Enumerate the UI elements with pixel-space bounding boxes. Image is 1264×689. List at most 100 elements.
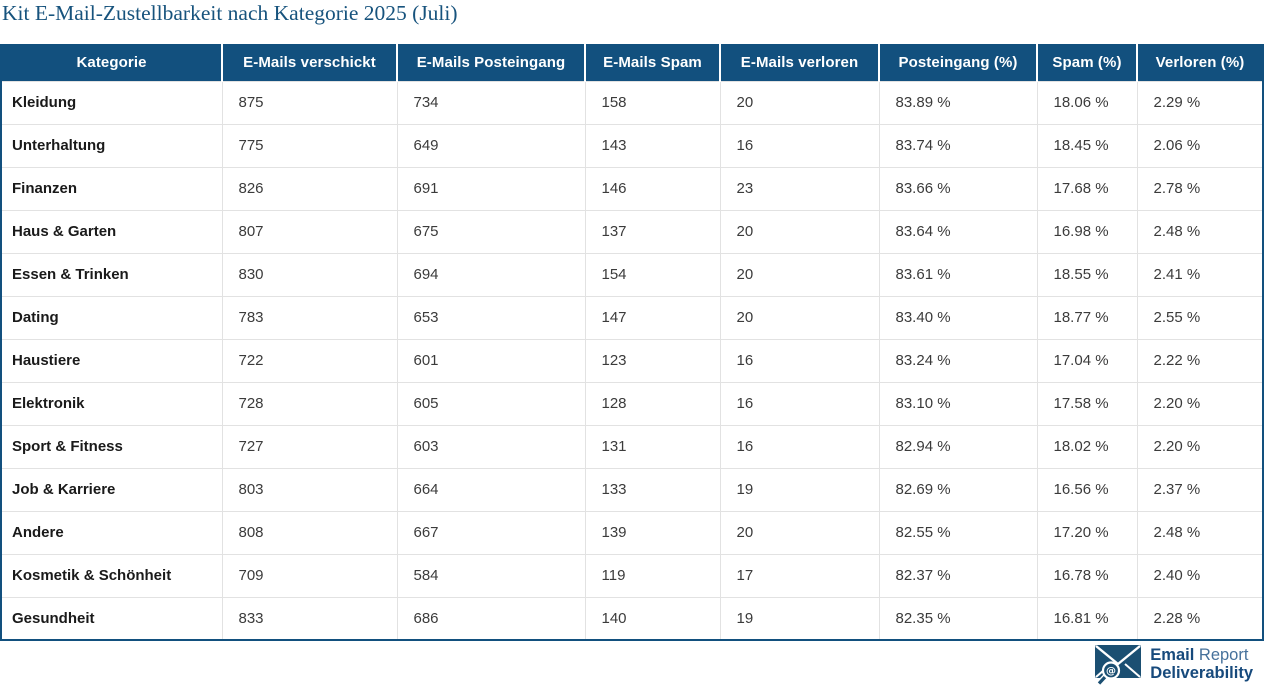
value-cell: 2.78 % <box>1136 166 1264 211</box>
value-cell: 2.22 % <box>1136 338 1264 383</box>
value-cell: 16.81 % <box>1036 596 1138 641</box>
value-cell: 709 <box>221 553 398 598</box>
value-cell: 833 <box>221 596 398 641</box>
table-row: Gesundheit 833 686 140 19 82.35 % 16.81 % 2.28 … <box>0 596 1264 641</box>
value-cell: 694 <box>396 252 586 297</box>
value-cell: 16 <box>719 338 880 383</box>
category-cell: Andere <box>0 510 223 555</box>
value-cell: 82.37 % <box>878 553 1038 598</box>
category-cell: Dating <box>0 295 223 340</box>
value-cell: 675 <box>396 209 586 254</box>
table-row: Haustiere 722 601 123 16 83.24 % 17.04 % 2.22 % <box>0 338 1264 383</box>
envelope-search-icon: @ <box>1095 645 1142 685</box>
category-cell: Haus & Garten <box>0 209 223 254</box>
value-cell: 826 <box>221 166 398 211</box>
value-cell: 20 <box>719 295 880 340</box>
value-cell: 18.45 % <box>1036 123 1138 168</box>
title-bar: Kit E-Mail-Zustellbarkeit nach Kategorie… <box>0 0 1264 44</box>
value-cell: 83.61 % <box>878 252 1038 297</box>
value-cell: 2.41 % <box>1136 252 1264 297</box>
column-header-3: E-Mails Spam <box>585 44 721 81</box>
value-cell: 803 <box>221 467 398 512</box>
table-row: Andere 808 667 139 20 82.55 % 17.20 % 2.48 % <box>0 510 1264 555</box>
value-cell: 664 <box>396 467 586 512</box>
table-row: Dating 783 653 147 20 83.40 % 18.77 % 2.55 % <box>0 295 1264 340</box>
value-cell: 2.06 % <box>1136 123 1264 168</box>
category-cell: Unterhaltung <box>0 123 223 168</box>
value-cell: 119 <box>584 553 721 598</box>
value-cell: 17.68 % <box>1036 166 1138 211</box>
deliverability-table: Kategorie E-Mails verschickt E-Mails Poste… <box>0 44 1264 641</box>
value-cell: 83.74 % <box>878 123 1038 168</box>
value-cell: 603 <box>396 424 586 469</box>
value-cell: 17.58 % <box>1036 381 1138 426</box>
table-header-row: Kategorie E-Mails verschickt E-Mails Poste… <box>1 44 1263 81</box>
column-header-2: E-Mails Posteingang <box>397 44 586 81</box>
value-cell: 133 <box>584 467 721 512</box>
category-cell: Elektronik <box>0 381 223 426</box>
logo-word-report: Report <box>1198 646 1249 665</box>
value-cell: 20 <box>719 252 880 297</box>
page-title: Kit E-Mail-Zustellbarkeit nach Kategorie… <box>2 1 458 25</box>
value-cell: 82.55 % <box>878 510 1038 555</box>
table-row: Haus & Garten 807 675 137 20 83.64 % 16.98 % 2.… <box>0 209 1264 254</box>
brand-logo: @ Email Report Deliverability <box>1093 644 1253 685</box>
logo-line-1: Email Report <box>1150 647 1253 664</box>
value-cell: 137 <box>584 209 721 254</box>
value-cell: 128 <box>584 381 721 426</box>
value-cell: 140 <box>584 596 721 641</box>
category-cell: Essen & Trinken <box>0 252 223 297</box>
value-cell: 20 <box>719 510 880 555</box>
category-cell: Sport & Fitness <box>0 424 223 469</box>
value-cell: 18.77 % <box>1036 295 1138 340</box>
value-cell: 17 <box>719 553 880 598</box>
value-cell: 16.78 % <box>1036 553 1138 598</box>
value-cell: 2.20 % <box>1136 424 1264 469</box>
table-row: Sport & Fitness 727 603 131 16 82.94 % 18.02 %… <box>0 424 1264 469</box>
category-cell: Kosmetik & Schönheit <box>0 553 223 598</box>
footer: @ Email Report Deliverability <box>0 641 1264 688</box>
value-cell: 16.98 % <box>1036 209 1138 254</box>
value-cell: 2.55 % <box>1136 295 1264 340</box>
table-row: Kosmetik & Schönheit 709 584 119 17 82.37 % 16… <box>0 553 1264 598</box>
table-row: Job & Karriere 803 664 133 19 82.69 % 16.56 % 2… <box>0 467 1264 512</box>
value-cell: 722 <box>221 338 398 383</box>
category-cell: Finanzen <box>0 166 223 211</box>
value-cell: 19 <box>719 596 880 641</box>
category-cell: Haustiere <box>0 338 223 383</box>
value-cell: 830 <box>221 252 398 297</box>
svg-text:@: @ <box>1106 666 1116 677</box>
value-cell: 83.24 % <box>878 338 1038 383</box>
value-cell: 783 <box>221 295 398 340</box>
value-cell: 83.10 % <box>878 381 1038 426</box>
value-cell: 734 <box>396 80 586 125</box>
value-cell: 18.55 % <box>1036 252 1138 297</box>
table-row: Kleidung 875 734 158 20 83.89 % 18.06 % 2.29 % <box>0 80 1264 125</box>
brand-logo-text: Email Report Deliverability <box>1150 647 1253 682</box>
logo-word-deliverability: Deliverability <box>1150 663 1253 682</box>
value-cell: 875 <box>221 80 398 125</box>
value-cell: 807 <box>221 209 398 254</box>
value-cell: 147 <box>584 295 721 340</box>
value-cell: 146 <box>584 166 721 211</box>
value-cell: 16.56 % <box>1036 467 1138 512</box>
column-header-6: Spam (%) <box>1037 44 1138 81</box>
value-cell: 83.64 % <box>878 209 1038 254</box>
value-cell: 83.89 % <box>878 80 1038 125</box>
value-cell: 2.48 % <box>1136 209 1264 254</box>
value-cell: 82.69 % <box>878 467 1038 512</box>
value-cell: 16 <box>719 381 880 426</box>
value-cell: 2.29 % <box>1136 80 1264 125</box>
table-row: Elektronik 728 605 128 16 83.10 % 17.58 % 2.20 … <box>0 381 1264 426</box>
category-cell: Job & Karriere <box>0 467 223 512</box>
value-cell: 16 <box>719 424 880 469</box>
column-header-0: Kategorie <box>1 44 223 81</box>
value-cell: 154 <box>584 252 721 297</box>
value-cell: 131 <box>584 424 721 469</box>
value-cell: 653 <box>396 295 586 340</box>
value-cell: 20 <box>719 80 880 125</box>
table-row: Unterhaltung 775 649 143 16 83.74 % 18.45 % 2.0… <box>0 123 1264 168</box>
value-cell: 143 <box>584 123 721 168</box>
value-cell: 17.20 % <box>1036 510 1138 555</box>
value-cell: 727 <box>221 424 398 469</box>
